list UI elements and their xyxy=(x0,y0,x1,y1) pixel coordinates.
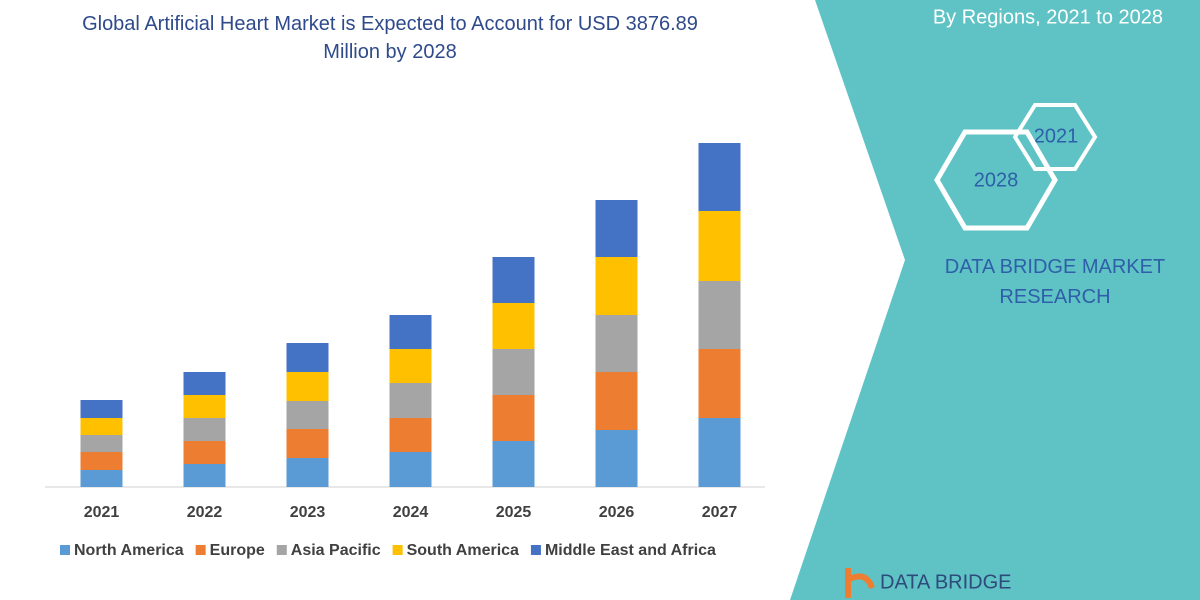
bar-segment xyxy=(286,458,329,487)
legend-label: Middle East and Africa xyxy=(545,542,716,559)
bar-segment xyxy=(389,418,432,452)
x-tick-label: 2024 xyxy=(393,504,429,521)
legend-swatch xyxy=(276,545,287,555)
bar-segment xyxy=(183,372,226,395)
legend-swatch xyxy=(60,545,70,555)
bar-segment xyxy=(389,315,432,349)
bar-segment xyxy=(492,441,535,487)
bar-segment xyxy=(389,452,432,487)
bar-segment xyxy=(698,143,741,211)
title-box: Global Artificial Heart Market is Expect… xyxy=(82,13,698,63)
bar-segment xyxy=(492,303,535,349)
bar-segment xyxy=(698,418,741,487)
bar-segment xyxy=(80,435,123,452)
bar-segment xyxy=(698,211,741,281)
x-tick-label: 2023 xyxy=(290,504,326,521)
x-tick-label: 2025 xyxy=(496,504,532,521)
logo-mark xyxy=(845,568,875,598)
x-tick-label: 2021 xyxy=(84,504,120,521)
hex-label: 2021 xyxy=(1034,125,1079,147)
bar-segment xyxy=(183,418,226,441)
bar-segment xyxy=(286,343,329,372)
bar-segment xyxy=(389,383,432,418)
brand-box: DATA BRIDGE MARKET RESEARCH xyxy=(944,256,1166,308)
bar-segment xyxy=(595,430,638,487)
x-tick-label: 2022 xyxy=(187,504,223,521)
hex-label: 2028 xyxy=(974,169,1019,191)
x-tick-label: 2027 xyxy=(702,504,738,521)
bar-segment xyxy=(492,395,535,441)
bar-segment xyxy=(80,418,123,435)
bar-segment xyxy=(595,372,638,430)
chart-title: Global Artificial Heart Market is Expect… xyxy=(82,13,698,63)
legend-label: Europe xyxy=(210,542,265,559)
hexagon xyxy=(934,129,1058,231)
bar-segment xyxy=(595,200,638,257)
bar-segment xyxy=(80,452,123,470)
bar-segment xyxy=(183,395,226,418)
bar-segment xyxy=(183,441,226,464)
legend-swatch xyxy=(392,545,403,555)
bar-segment xyxy=(492,257,535,303)
x-tick-label: 2026 xyxy=(599,504,635,521)
bar-segment xyxy=(389,349,432,383)
legend-swatch xyxy=(195,545,206,555)
brand-text: DATA BRIDGE MARKET RESEARCH xyxy=(944,256,1166,308)
logo-text: DATA BRIDGE xyxy=(880,571,1012,593)
bar-segment xyxy=(492,349,535,395)
legend-swatch xyxy=(530,545,541,555)
bar-segment xyxy=(286,401,329,429)
bar-segment xyxy=(286,429,329,458)
legend-label: North America xyxy=(74,542,184,559)
legend-label: South America xyxy=(407,542,519,559)
bar-segment xyxy=(183,464,226,487)
bar-segment xyxy=(698,349,741,418)
bar-segment xyxy=(80,400,123,418)
hexagon xyxy=(1012,103,1098,171)
side-panel xyxy=(790,0,1200,600)
bar-segment xyxy=(80,470,123,487)
bar-segment xyxy=(286,372,329,401)
panel-subtitle: By Regions, 2021 to 2028 xyxy=(933,6,1163,28)
bar-segment xyxy=(595,315,638,372)
bar-segment xyxy=(595,257,638,315)
legend-label: Asia Pacific xyxy=(291,542,381,559)
bar-segment xyxy=(698,281,741,349)
